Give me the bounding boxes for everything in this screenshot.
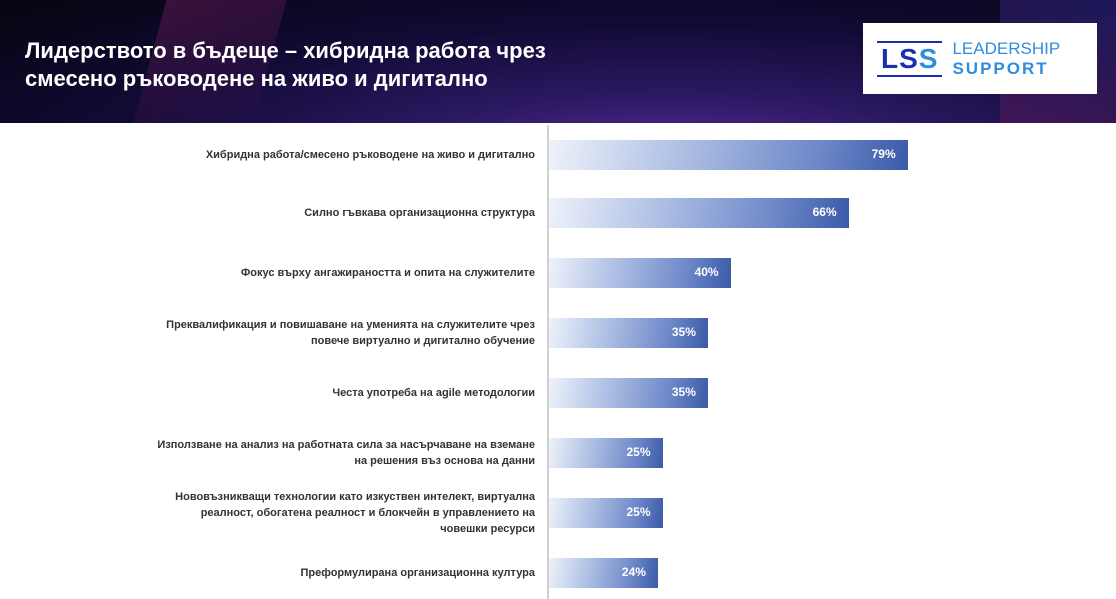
bar: 35% [549,378,708,408]
category-label: Използване на анализ на работната сила з… [157,439,535,467]
category-label: Честа употреба на agile методологии [332,387,535,399]
data-label: 79% [871,147,896,161]
bar: 25% [549,438,663,468]
data-label: 66% [812,205,837,219]
data-label: 25% [626,505,651,519]
category-label: Нововъзникващи технологии като изкуствен… [175,491,535,535]
data-label: 25% [626,445,651,459]
logo-text: LEADERSHIP SUPPORT [952,38,1061,78]
data-label: 40% [694,265,719,279]
leadership-support-logo: LSS LEADERSHIP SUPPORT [863,23,1097,94]
data-label: 24% [621,565,646,579]
bar: 25% [549,498,663,528]
category-label: Преквалификация и повишаване на уменията… [166,319,535,347]
category-label: Хибридна работа/смесено ръководене на жи… [205,149,535,161]
y-axis-line [547,125,549,599]
page-title: Лидерството в бъдеще – хибридна работа ч… [25,38,546,91]
bar: 35% [549,318,708,348]
category-label: Преформулирана организационна култура [300,567,535,579]
bar: 24% [549,558,658,588]
data-label: 35% [671,385,696,399]
bar: 40% [549,258,731,288]
bar: 79% [549,140,908,170]
data-label: 35% [671,325,696,339]
category-label: Фокус върху ангажираността и опита на сл… [240,267,535,279]
logo-mark: LSS [877,40,943,77]
bar: 66% [549,198,849,228]
category-label: Силно гъвкава организационна структура [304,207,535,219]
header-banner: Лидерството в бъдеще – хибридна работа ч… [0,0,1116,123]
